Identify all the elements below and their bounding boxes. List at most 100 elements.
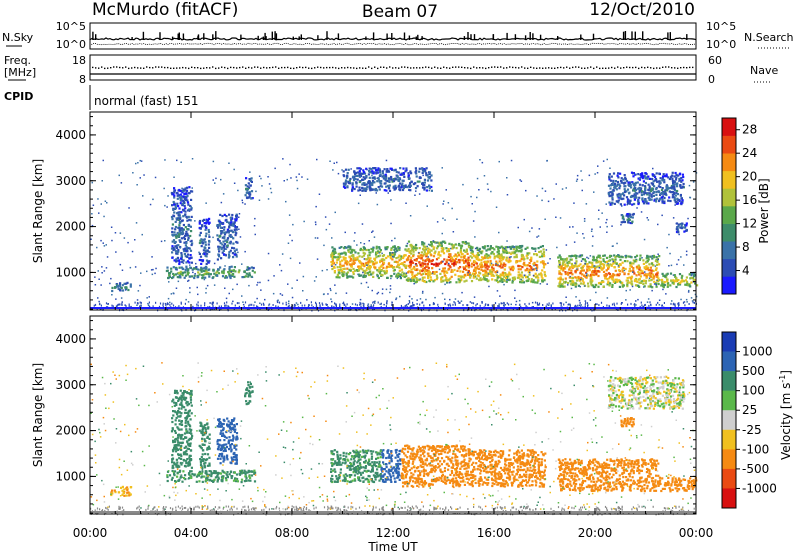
echo-pixel [616,184,619,187]
echo-pixel [604,277,607,280]
echo-pixel [187,238,190,241]
scatter-pixel [279,293,282,295]
echo-pixel [583,274,586,277]
echo-pixel [404,254,407,257]
echo-pixel [421,269,424,273]
scatter-pixel [507,246,509,248]
scatter-pixel [462,183,464,186]
echo-pixel [185,230,188,233]
echo-pixel [620,181,624,184]
echo-pixel [176,275,179,279]
echo-pixel [331,250,334,254]
near-range-pixel [416,303,418,305]
echo-pixel [647,183,650,186]
scatter-pixel [118,174,120,177]
echo-pixel [642,259,645,262]
echo-pixel [594,283,597,286]
echo-pixel [600,281,603,284]
echo-pixel [591,261,594,264]
echo-pixel [410,256,413,259]
echo-pixel [357,252,360,255]
echo-pixel [423,266,426,270]
freq-point [116,66,118,68]
echo-pixel [626,188,630,191]
freq-point [665,66,667,68]
near-range-pixel [410,305,412,308]
echo-pixel [525,276,528,279]
near-range-pixel [125,308,128,311]
echo-pixel [480,261,483,264]
echo-pixel [412,246,415,249]
echo-pixel [174,273,177,276]
echo-pixel [412,253,415,256]
scatter-pixel [399,275,401,278]
scatter-pixel [565,187,567,189]
scatter-pixel [546,159,548,162]
scatter-pixel [457,300,459,302]
echo-pixel [500,262,503,265]
echo-pixel [358,180,361,184]
echo-pixel [678,273,682,276]
echo-pixel [401,274,404,277]
echo-pixel [568,268,571,271]
echo-pixel [454,263,457,266]
scatter-pixel [637,298,639,301]
echo-pixel [225,241,228,244]
echo-pixel [645,265,648,268]
echo-pixel [650,269,653,272]
scatter-pixel [487,188,489,191]
echo-pixel [506,278,509,281]
echo-pixel [174,245,177,248]
echo-pixel [443,267,446,270]
near-range-pixel [231,302,233,305]
echo-pixel [166,269,169,272]
echo-pixel [520,271,523,274]
scatter-pixel [261,185,263,187]
echo-pixel [167,276,170,280]
echo-pixel [632,267,635,270]
echo-pixel [636,280,639,283]
echo-pixel [460,247,463,250]
echo-pixel [200,262,203,265]
echo-pixel [485,261,488,264]
echo-pixel [492,252,495,256]
scatter-pixel [175,226,178,228]
echo-pixel [598,260,601,263]
near-range-pixel [171,302,173,305]
near-range-pixel [256,305,258,308]
echo-pixel [625,279,628,282]
echo-pixel [187,215,190,218]
echo-pixel [392,180,396,183]
echo-pixel [621,214,624,217]
scatter-pixel [110,226,113,228]
echo-pixel [362,246,365,249]
echo-pixel [629,221,632,225]
echo-pixel [682,175,685,179]
echo-pixel [449,281,452,284]
echo-pixel [473,272,476,275]
echo-pixel [611,277,614,280]
scatter-pixel [371,231,373,233]
scatter-pixel [441,232,443,235]
echo-pixel [172,214,175,217]
echo-pixel [397,274,400,277]
scatter-pixel [357,273,359,276]
scatter-pixel [559,217,562,219]
echo-pixel [229,240,232,243]
echo-pixel [467,242,470,245]
echo-pixel [459,270,462,273]
scatter-pixel [695,295,698,298]
echo-pixel [391,253,394,256]
echo-pixel [335,276,338,279]
echo-pixel [373,259,377,262]
echo-pixel [352,255,355,258]
echo-pixel [433,272,436,275]
echo-pixel [223,235,226,238]
near-range-pixel [360,305,362,308]
echo-pixel [614,278,617,281]
echo-pixel [345,273,348,277]
near-range-pixel [407,302,409,305]
echo-pixel [535,263,538,267]
echo-pixel [379,259,382,262]
echo-pixel [385,270,388,273]
